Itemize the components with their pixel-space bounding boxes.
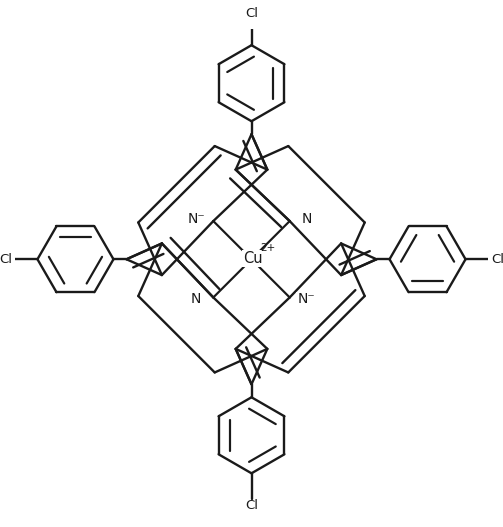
- Text: N⁻: N⁻: [188, 212, 205, 226]
- Text: Cl: Cl: [0, 253, 12, 266]
- Text: N: N: [191, 292, 202, 306]
- Text: 2+: 2+: [260, 242, 276, 252]
- Text: Cl: Cl: [245, 7, 258, 19]
- Text: Cu: Cu: [242, 251, 262, 266]
- Text: Cl: Cl: [245, 499, 258, 512]
- Text: Cl: Cl: [491, 253, 503, 266]
- Text: N⁻: N⁻: [297, 292, 315, 306]
- Text: N: N: [301, 212, 312, 226]
